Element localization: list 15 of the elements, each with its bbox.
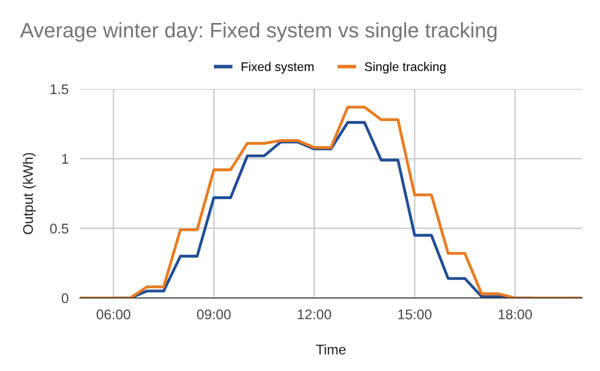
y-tick-label: 1.5 bbox=[50, 84, 68, 94]
x-tick-label: 12:00 bbox=[298, 309, 332, 320]
chart-title: Average winter day: Fixed system vs single tracking bbox=[20, 22, 496, 42]
x-axis-title: Time bbox=[316, 344, 346, 354]
x-tick-label: 15:00 bbox=[398, 309, 432, 320]
y-axis-title: Output (kWh) bbox=[22, 153, 36, 234]
y-tick-label: 0 bbox=[62, 293, 68, 304]
x-tick-label: 06:00 bbox=[96, 309, 130, 320]
y-tick-label: 0.5 bbox=[50, 224, 68, 234]
legend-label: Fixed system bbox=[242, 62, 314, 74]
legend-label: Single tracking bbox=[364, 62, 446, 74]
line-series bbox=[80, 106, 582, 298]
x-tick-label: 18:00 bbox=[498, 309, 532, 320]
x-tick-label: 09:00 bbox=[197, 309, 231, 320]
y-tick-label: 1 bbox=[62, 154, 68, 164]
